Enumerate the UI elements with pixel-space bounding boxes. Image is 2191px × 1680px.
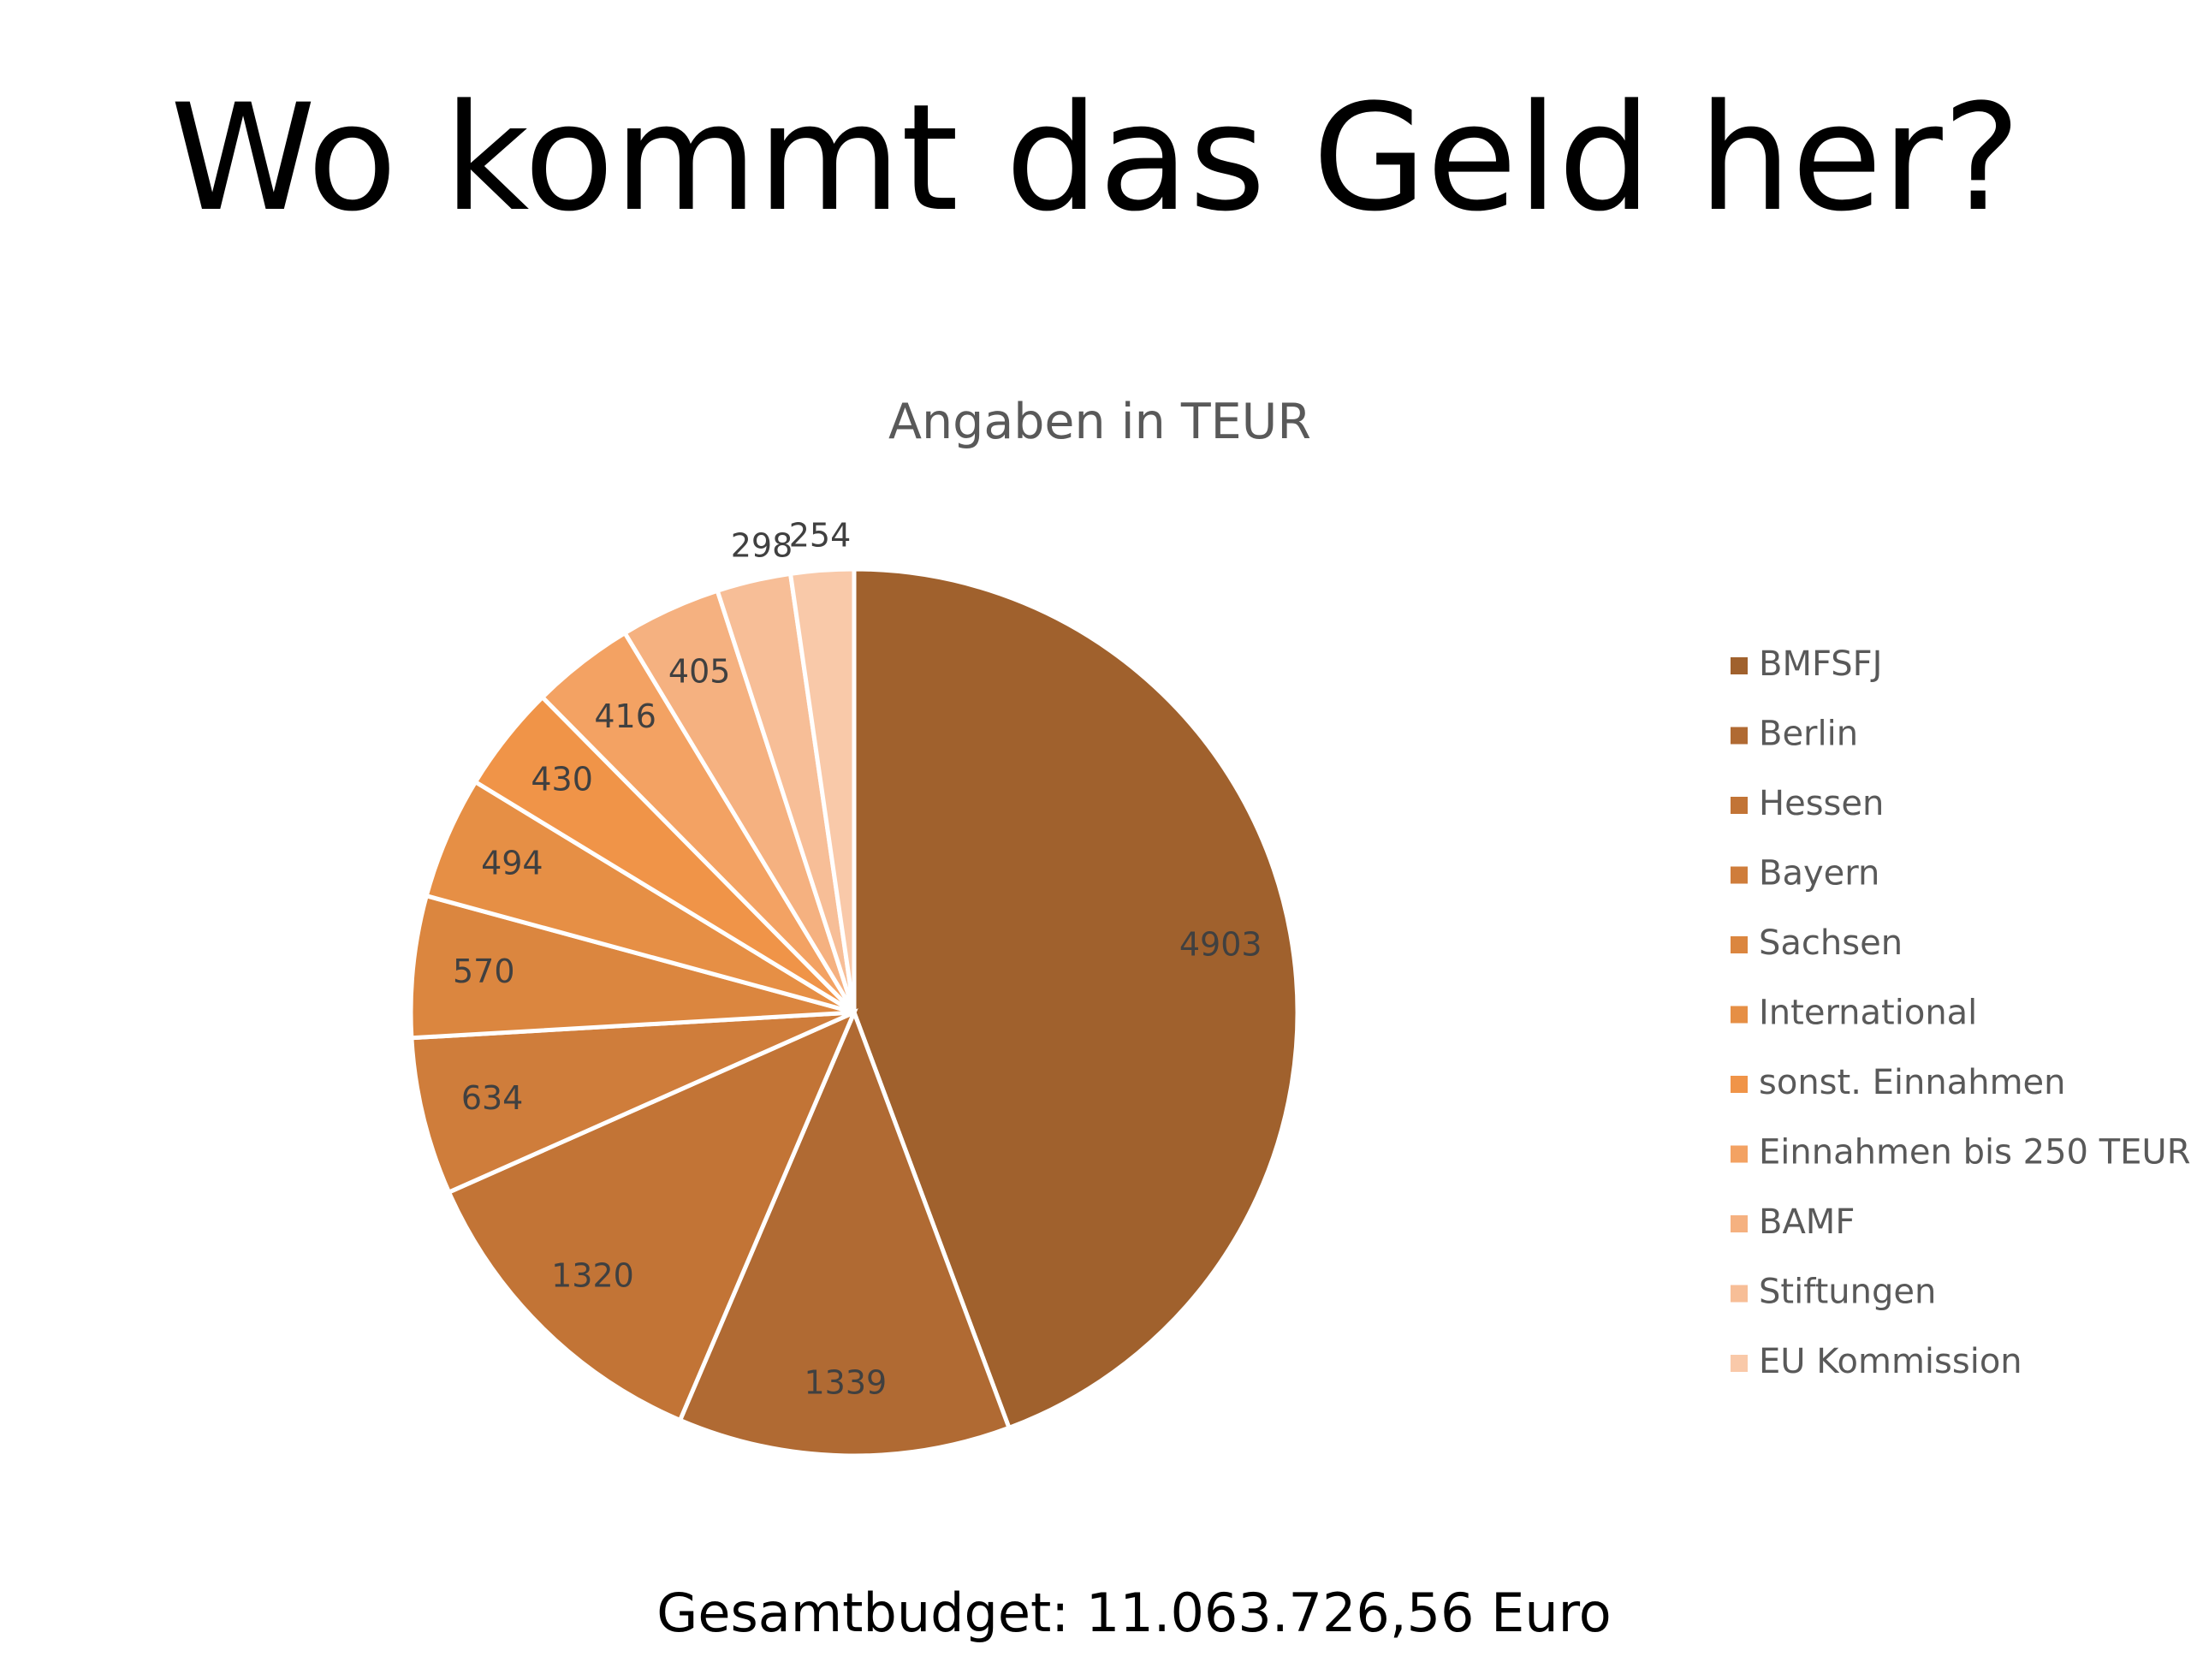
data-label-bamf: 405 — [668, 653, 731, 691]
legend-swatch-stiftungen — [1731, 1285, 1748, 1303]
legend-swatch-einnahmen-bis-250-teur — [1731, 1145, 1748, 1163]
legend-label-bmfsfj: BMFSFJ — [1759, 644, 1882, 684]
data-label-sachsen: 570 — [453, 953, 515, 990]
legend-swatch-hessen — [1731, 797, 1748, 814]
legend-label-stiftungen: Stiftungen — [1759, 1273, 1936, 1312]
legend-swatch-bamf — [1731, 1215, 1748, 1232]
slide-title: Wo kommt das Geld her? — [169, 72, 2022, 244]
legend: BMFSFJ Berlin Hessen Bayern Sachsen Internati… — [1731, 644, 2191, 1381]
data-label-stiftungen: 298 — [731, 527, 793, 565]
legend-label-sonst-einnahmen: sonst. Einnahmen — [1759, 1063, 2066, 1102]
data-label-international: 494 — [481, 844, 543, 882]
data-label-einnahmen-bis-250-teur: 416 — [594, 698, 656, 735]
data-label-sonst-einnahmen: 430 — [531, 761, 593, 798]
legend-label-sachsen: Sachsen — [1759, 923, 1903, 963]
slice-hessen — [446, 1008, 858, 1423]
legend-label-hessen: Hessen — [1759, 784, 1884, 823]
slice-eu-kommission — [787, 567, 857, 1013]
legend-swatch-eu-kommission — [1731, 1355, 1748, 1372]
legend-label-bayern: Bayern — [1759, 854, 1879, 893]
data-label-eu-kommission: 254 — [789, 517, 852, 555]
data-label-bayern: 634 — [461, 1079, 524, 1117]
slice-berlin — [677, 1006, 1012, 1458]
legend-swatch-international — [1731, 1006, 1748, 1024]
chart-title: Angaben in TEUR — [888, 394, 1311, 450]
legend-swatch-sonst-einnahmen — [1731, 1076, 1748, 1093]
total-budget: Gesamtbudget: 11.063.726,56 Euro — [656, 1582, 1612, 1644]
legend-label-international: International — [1759, 994, 1977, 1033]
data-label-bmfsfj: 4903 — [1179, 925, 1262, 963]
slice-bayern — [409, 1010, 856, 1196]
pie-slices — [408, 567, 1300, 1458]
legend-label-berlin: Berlin — [1759, 715, 1858, 754]
legend-swatch-bmfsfj — [1731, 657, 1748, 674]
data-label-berlin: 1339 — [805, 1364, 888, 1402]
slice-sachsen — [408, 893, 855, 1041]
legend-swatch-sachsen — [1731, 936, 1748, 953]
legend-swatch-bayern — [1731, 866, 1748, 884]
legend-label-bamf: BAMF — [1759, 1202, 1855, 1242]
data-label-hessen: 1320 — [551, 1256, 634, 1294]
legend-swatch-berlin — [1731, 727, 1748, 745]
legend-label-eu-kommission: EU Kommission — [1759, 1342, 2022, 1381]
slice-bmfsfj — [852, 567, 1300, 1431]
legend-label-einnahmen-bis-250-teur: Einnahmen bis 250 TEUR — [1759, 1133, 2191, 1172]
